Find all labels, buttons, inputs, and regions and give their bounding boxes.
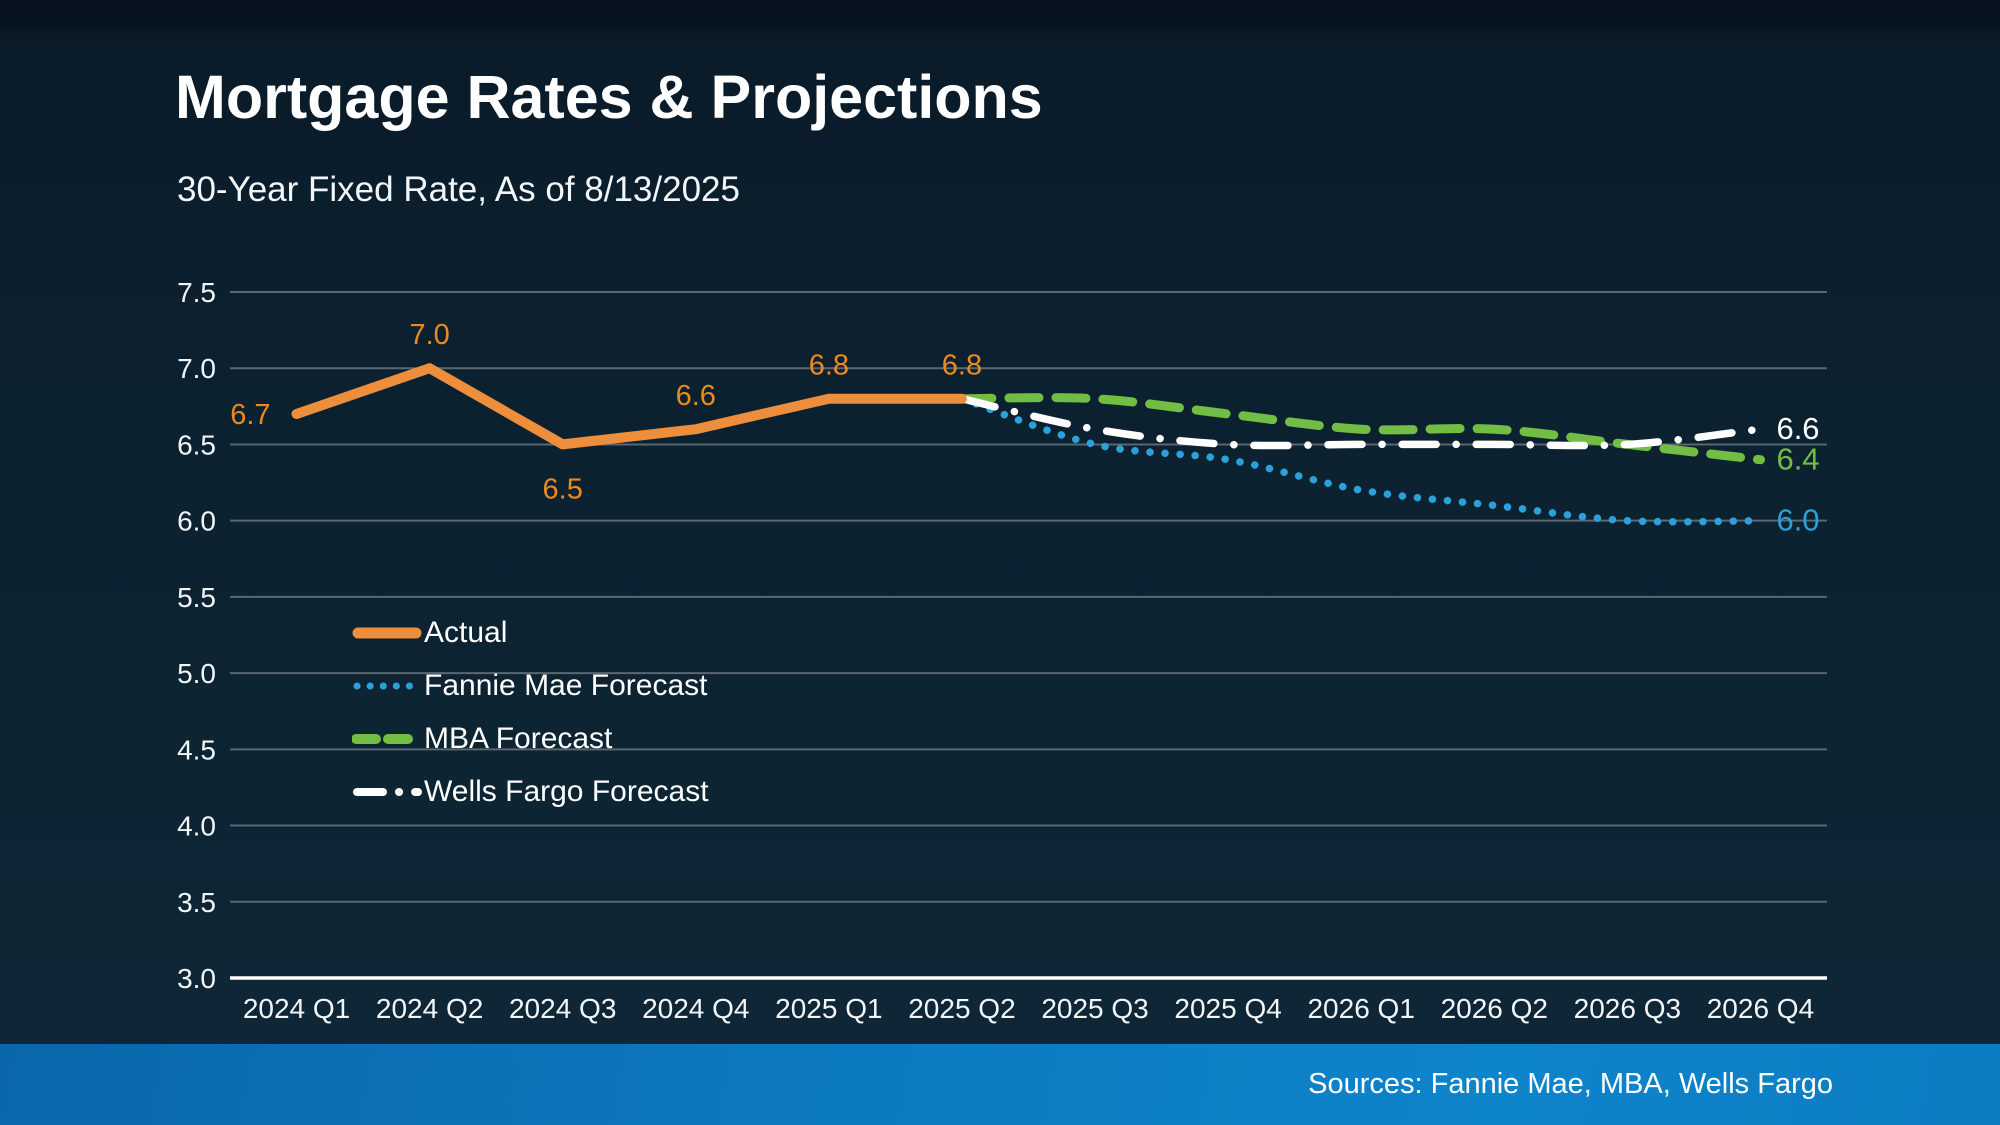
y-axis-tick-label: 3.5 <box>177 887 216 918</box>
data-label-actual: 6.8 <box>942 350 982 382</box>
data-label-actual: 7.0 <box>409 319 449 351</box>
legend-item-mba-forecast: MBA Forecast <box>352 712 709 765</box>
x-axis-tick-label: 2024 Q2 <box>376 993 483 1024</box>
data-label-actual: 6.6 <box>676 380 716 412</box>
actual-line-swatch-icon <box>352 627 422 638</box>
x-axis-tick-label: 2026 Q1 <box>1307 993 1414 1024</box>
x-axis-tick-label: 2024 Q3 <box>509 993 616 1024</box>
data-label-actual: 6.8 <box>809 350 849 382</box>
y-axis-tick-label: 6.0 <box>177 506 216 537</box>
top-band <box>0 0 2000 25</box>
x-axis-tick-label: 2024 Q4 <box>642 993 749 1024</box>
dotted-line-swatch-icon <box>353 682 422 689</box>
y-axis-tick-label: 6.5 <box>177 429 216 460</box>
page-subtitle: 30-Year Fixed Rate, As of 8/13/2025 <box>177 170 740 209</box>
dashdot-line-swatch-icon <box>353 787 422 796</box>
chart-legend: Actual Fannie Mae Forecast MBA Forecast … <box>352 606 709 818</box>
y-axis-tick-label: 7.5 <box>177 277 216 308</box>
legend-item-label: Wells Fargo Forecast <box>424 774 709 808</box>
dashed-line-swatch-icon <box>352 733 422 744</box>
legend-item-fannie-mae-forecast: Fannie Mae Forecast <box>352 659 709 712</box>
end-label-wells-fargo-forecast: 6.6 <box>1776 411 1819 446</box>
x-axis-tick-label: 2024 Q1 <box>243 993 350 1024</box>
legend-item-wells-fargo-forecast: Wells Fargo Forecast <box>352 765 709 818</box>
x-axis-tick-label: 2025 Q4 <box>1174 993 1281 1024</box>
y-axis-tick-label: 7.0 <box>177 353 216 384</box>
x-axis-tick-label: 2025 Q1 <box>775 993 882 1024</box>
end-label-fannie-mae-forecast: 6.0 <box>1776 503 1819 538</box>
y-axis-tick-label: 5.5 <box>177 582 216 613</box>
end-label-mba-forecast: 6.4 <box>1776 442 1819 477</box>
data-label-actual: 6.5 <box>543 473 583 505</box>
y-axis-tick-label: 4.0 <box>177 811 216 842</box>
x-axis-tick-label: 2026 Q4 <box>1707 993 1814 1024</box>
page-title: Mortgage Rates & Projections <box>175 63 1043 131</box>
series-line-mba-forecast <box>957 393 1765 465</box>
x-axis-tick-label: 2025 Q2 <box>908 993 1015 1024</box>
legend-item-label: Fannie Mae Forecast <box>424 668 708 702</box>
legend-item-label: Actual <box>424 615 508 649</box>
series-line-fannie-mae-forecast <box>958 394 1765 526</box>
y-axis-tick-label: 5.0 <box>177 658 216 689</box>
y-axis-tick-label: 4.5 <box>177 734 216 765</box>
legend-item-actual: Actual <box>352 606 709 659</box>
series-line-actual <box>291 363 967 450</box>
footer-bar: Sources: Fannie Mae, MBA, Wells Fargo <box>0 1044 2000 1125</box>
sources-text: Sources: Fannie Mae, MBA, Wells Fargo <box>1308 1068 1833 1100</box>
series-line-wells-fargo-forecast <box>958 394 1765 450</box>
x-axis-tick-label: 2026 Q3 <box>1574 993 1681 1024</box>
legend-item-label: MBA Forecast <box>424 721 613 755</box>
x-axis-tick-label: 2025 Q3 <box>1041 993 1148 1024</box>
y-axis-tick-label: 3.0 <box>177 963 216 994</box>
x-axis-tick-label: 2026 Q2 <box>1441 993 1548 1024</box>
data-label-actual: 6.7 <box>230 399 270 431</box>
